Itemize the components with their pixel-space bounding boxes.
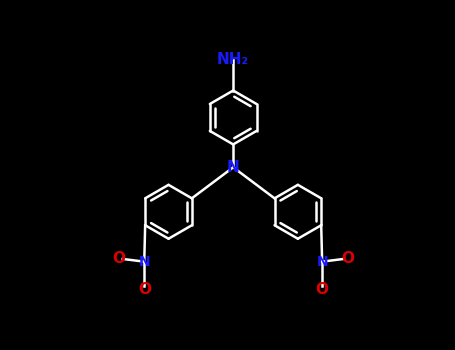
Text: O: O [138, 282, 151, 298]
Text: O: O [112, 251, 125, 266]
Text: O: O [316, 282, 329, 298]
Text: O: O [341, 251, 354, 266]
Text: N: N [316, 255, 328, 269]
Text: NH₂: NH₂ [217, 52, 249, 67]
Text: N: N [227, 160, 240, 175]
Text: N: N [138, 255, 150, 269]
